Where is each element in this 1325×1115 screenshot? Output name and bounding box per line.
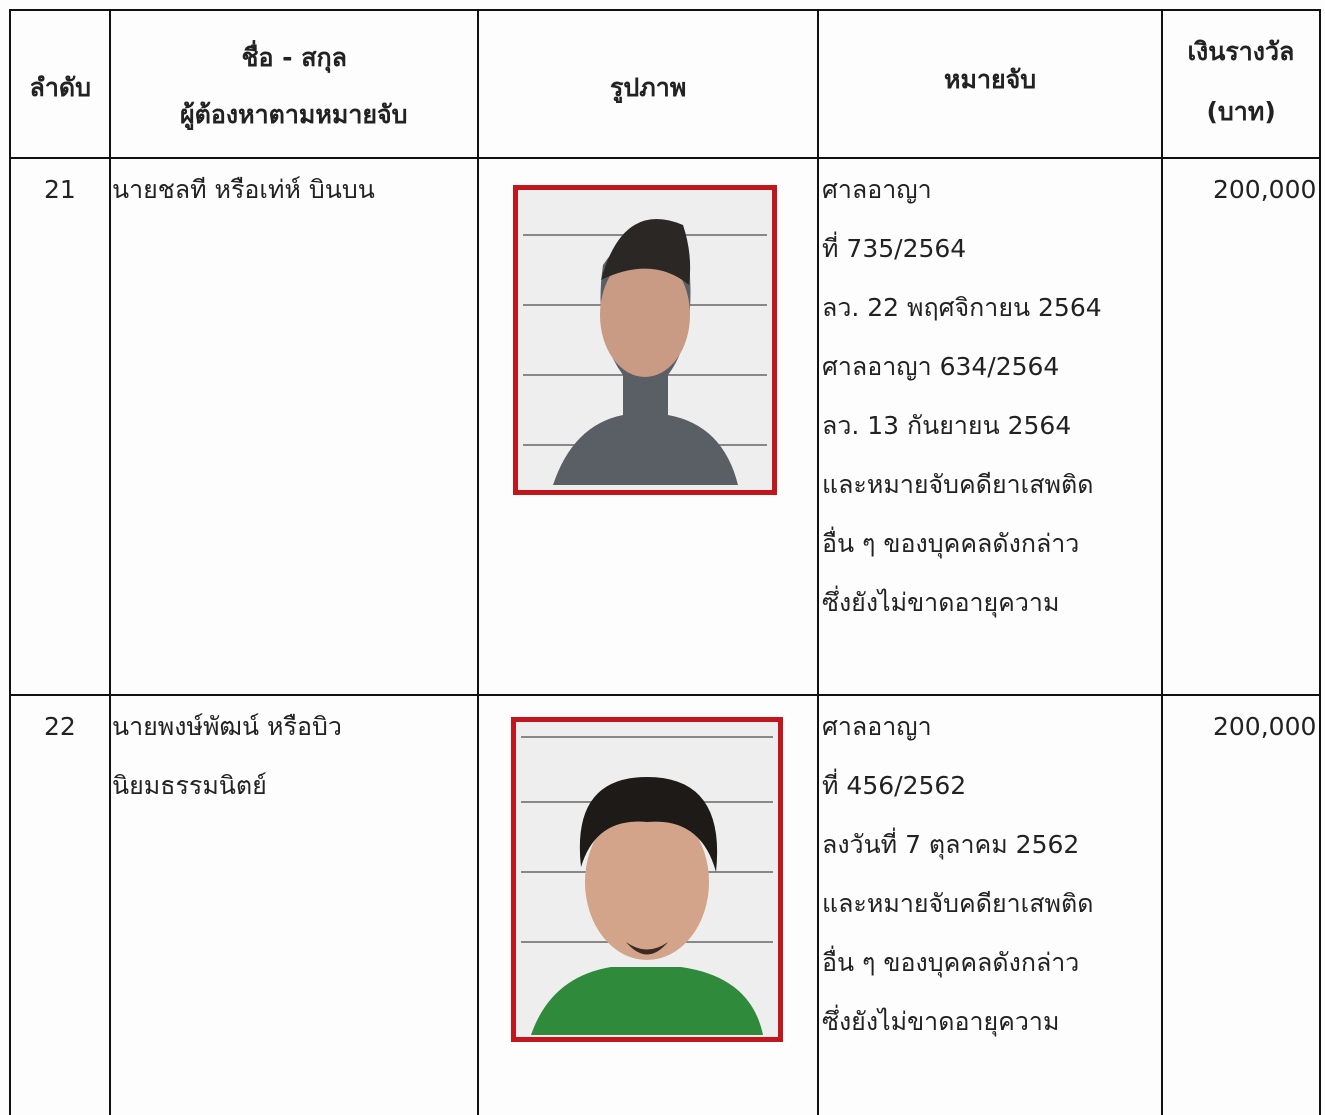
row-number: 22 (44, 712, 76, 741)
warrant-line: ที่ 735/2564 (822, 234, 967, 263)
column-border (9, 10, 11, 1115)
warrant-line: อื่น ๆ ของบุคคลดังกล่าว (822, 529, 1080, 558)
suspect-name: นิยมธรรมนิตย์ (112, 771, 267, 800)
warrant-line: ศาลอาญา 634/2564 (822, 352, 1060, 381)
warrant-line: ลว. 13 กันยายน 2564 (822, 411, 1072, 440)
reward: 200,000 (1213, 712, 1317, 741)
warrant-line: ลว. 22 พฤศจิกายน 2564 (822, 293, 1102, 322)
header-cell: หมายจับ (944, 65, 1037, 94)
header-cell: ลำดับ (29, 73, 91, 102)
row-border (9, 9, 1321, 11)
warrant-line: ซึ่งยังไม่ขาดอายุความ (822, 1007, 1060, 1036)
warrant-line: และหมายจับคดียาเสพติด (822, 889, 1094, 918)
column-border (817, 10, 819, 1115)
header-cell: รูปภาพ (610, 73, 687, 102)
row-border (9, 157, 1321, 159)
warrant-line: ศาลอาญา (822, 175, 932, 204)
warrant-line: อื่น ๆ ของบุคคลดังกล่าว (822, 948, 1080, 977)
warrant-line: ที่ 456/2562 (822, 771, 967, 800)
column-border (477, 10, 479, 1115)
warrant-line: ลงวันที่ 7 ตุลาคม 2562 (822, 830, 1080, 859)
warrant-line: และหมายจับคดียาเสพติด (822, 470, 1094, 499)
column-border (1319, 10, 1321, 1115)
row-number: 21 (44, 175, 76, 204)
row-border (9, 694, 1321, 696)
header-cell: ชื่อ - สกุล (241, 43, 347, 72)
suspect-name: นายพงษ์พัฒน์ หรือบิว (112, 712, 342, 741)
suspect-name: นายชลที หรือเท่ห์ บินบน (112, 175, 375, 204)
header-cell: เงินรางวัล (1187, 37, 1295, 66)
column-border (109, 10, 111, 1115)
photo (511, 717, 783, 1042)
column-border (1161, 10, 1163, 1115)
photo (513, 185, 777, 495)
header-cell: ผู้ต้องหาตามหมายจับ (180, 100, 408, 129)
warrant-line: ศาลอาญา (822, 712, 932, 741)
warrant-line: ซึ่งยังไม่ขาดอายุความ (822, 588, 1060, 617)
header-cell: (บาท) (1206, 97, 1276, 126)
reward: 200,000 (1213, 175, 1317, 204)
